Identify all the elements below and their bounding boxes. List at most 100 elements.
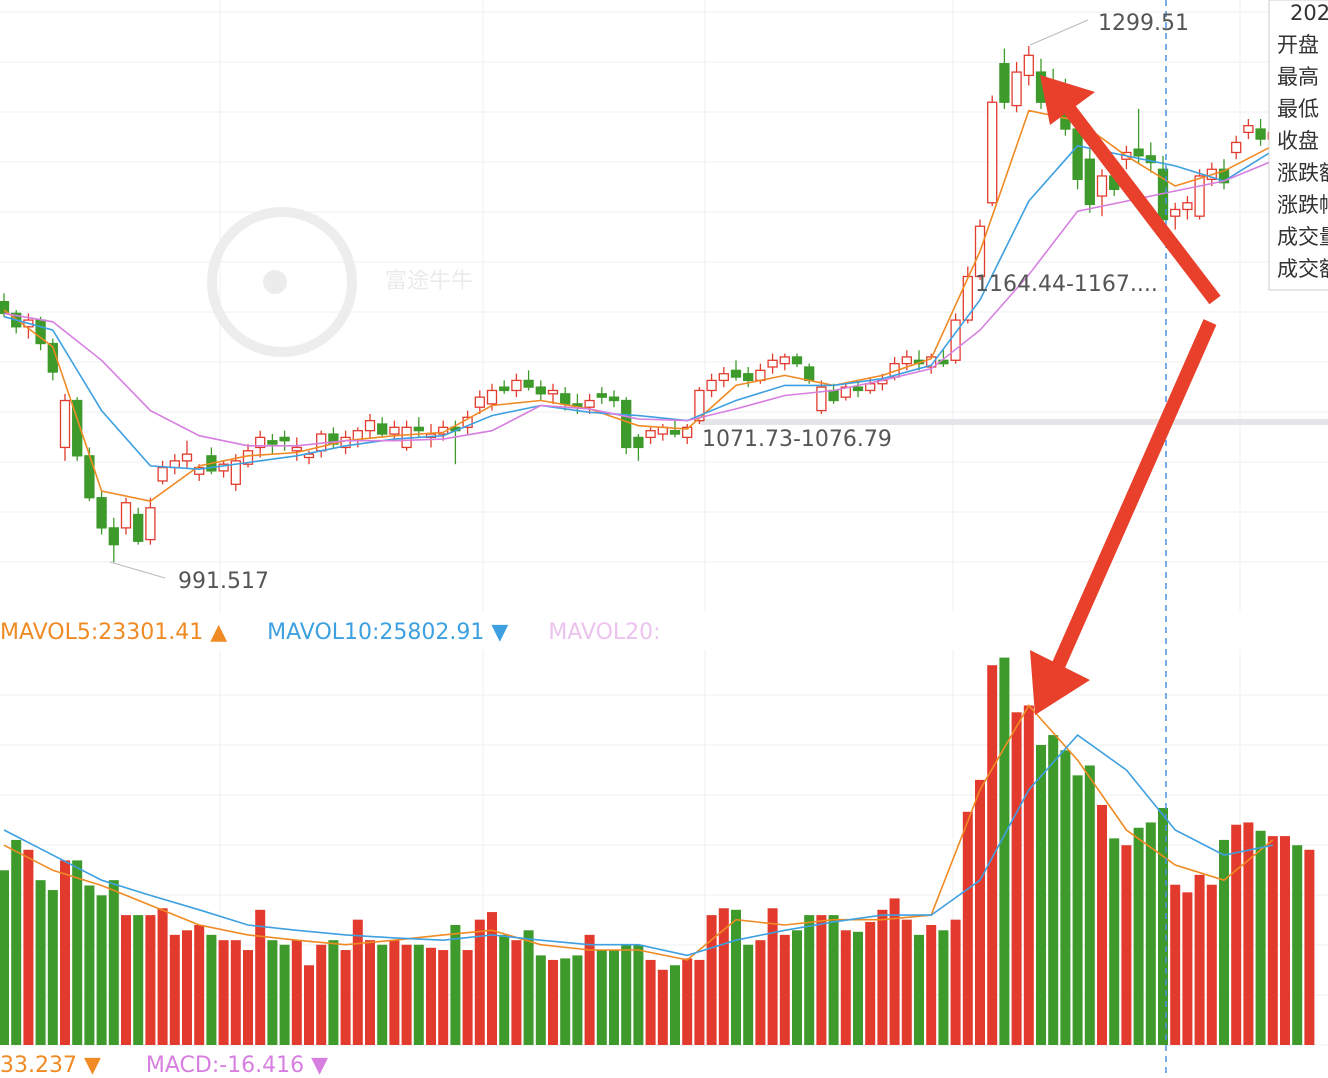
- annotation: 1071.73-1076.79: [702, 427, 892, 452]
- tooltip-label: 最低: [1277, 97, 1319, 121]
- volume-bar: [389, 940, 400, 1045]
- candle-body: [72, 399, 83, 457]
- volume-bar: [731, 909, 741, 1045]
- volume-bar: [230, 940, 241, 1045]
- volume-bar: [352, 919, 363, 1045]
- volume-bar: [1084, 765, 1095, 1045]
- candle-body: [1243, 125, 1254, 134]
- legend-entry: MAVOL20:: [548, 620, 660, 645]
- leader: [1029, 19, 1089, 46]
- candle-body: [1194, 175, 1205, 217]
- volume-bar: [316, 944, 327, 1045]
- candle-body: [560, 393, 571, 405]
- candle-body: [1218, 168, 1230, 184]
- volume-bar: [365, 940, 375, 1045]
- ma-line: [3, 109, 1274, 502]
- candle-body: [584, 399, 595, 408]
- volume-bar: [926, 924, 937, 1045]
- volume-bar: [511, 940, 522, 1045]
- volume-bar: [1060, 750, 1071, 1045]
- candle-body: [694, 389, 705, 422]
- candle-body: [621, 399, 632, 449]
- volume-bar: [962, 811, 973, 1045]
- volume-bar: [767, 908, 778, 1045]
- volume-bar: [560, 958, 571, 1045]
- watermark-text: 富途牛牛: [385, 269, 473, 294]
- candle-body: [804, 366, 815, 382]
- volume-bar: [1182, 892, 1193, 1045]
- volume-bar: [1145, 822, 1156, 1045]
- volume-bar: [865, 921, 876, 1045]
- volume-bar: [792, 930, 802, 1045]
- watermark: 富途牛牛: [207, 207, 473, 357]
- volume-bar: [1280, 836, 1290, 1045]
- volume-bar: [718, 908, 729, 1045]
- volume-bar: [96, 895, 107, 1045]
- volume-bar: [145, 915, 156, 1045]
- candle-body: [96, 497, 107, 529]
- ma-line: [3, 704, 1274, 961]
- candle-body: [511, 379, 522, 392]
- candle-body: [523, 379, 534, 388]
- legend-entry: MAVOL5:23301.41 ▲: [0, 620, 227, 645]
- candle-body: [194, 466, 205, 475]
- volume-bar: [60, 860, 70, 1045]
- volume-bar: [938, 930, 949, 1045]
- candle-body: [1231, 141, 1242, 154]
- candle-body: [279, 436, 290, 442]
- volume-bar: [450, 924, 461, 1045]
- candle-body: [413, 426, 424, 432]
- candle-body: [987, 101, 998, 204]
- volume-bar: [487, 912, 497, 1045]
- volume-bar: [523, 930, 534, 1045]
- candle-body: [377, 423, 388, 435]
- candle-body: [730, 369, 742, 378]
- volume-bar: [877, 909, 888, 1045]
- candle-body: [303, 453, 315, 459]
- volume-bar: [755, 940, 766, 1045]
- candle-body: [535, 386, 546, 395]
- tooltip-label: 收盘: [1277, 129, 1319, 153]
- volume-bar: [779, 934, 790, 1045]
- annotation: 991.517: [178, 569, 269, 594]
- candle-body: [950, 319, 961, 361]
- volume-bar: [328, 940, 339, 1045]
- candle-body: [865, 383, 876, 392]
- volume-bar: [255, 909, 266, 1045]
- volume-bar: [377, 944, 388, 1045]
- volume-bar: [462, 950, 473, 1045]
- volume-bar: [340, 950, 351, 1045]
- volume-bar: [11, 839, 22, 1045]
- volume-bar: [194, 924, 205, 1045]
- candle-body: [1096, 175, 1108, 197]
- tooltip-label: 涨跌额: [1277, 161, 1328, 185]
- candle-body: [389, 426, 400, 435]
- candle-body: [108, 527, 119, 546]
- volume-bar: [1133, 827, 1144, 1045]
- volume-bar: [706, 915, 717, 1045]
- volume-bar: [535, 955, 546, 1045]
- candle-body: [1255, 128, 1266, 140]
- candle-body: [1133, 148, 1144, 157]
- candle-body: [1182, 202, 1193, 211]
- volume-bar: [670, 965, 680, 1045]
- candle-body: [791, 356, 803, 365]
- candle-body: [181, 453, 193, 462]
- tooltip-label: 开盘: [1277, 33, 1319, 57]
- arrows: [1030, 75, 1221, 715]
- volume-bar: [1158, 808, 1168, 1045]
- volume-bar: [548, 959, 558, 1045]
- candle-body: [230, 460, 241, 485]
- volume-bar: [413, 944, 424, 1045]
- volume-bar: [975, 779, 985, 1045]
- volume-bar: [1292, 845, 1303, 1045]
- volume-bar: [438, 950, 449, 1045]
- volume-bar: [840, 930, 851, 1045]
- volume-bar: [1231, 824, 1242, 1045]
- tooltip-label: 成交量: [1277, 225, 1328, 249]
- volume-bar: [108, 880, 119, 1045]
- candle-body: [474, 396, 485, 408]
- volume-bar: [1011, 712, 1022, 1045]
- candle-body: [999, 63, 1010, 103]
